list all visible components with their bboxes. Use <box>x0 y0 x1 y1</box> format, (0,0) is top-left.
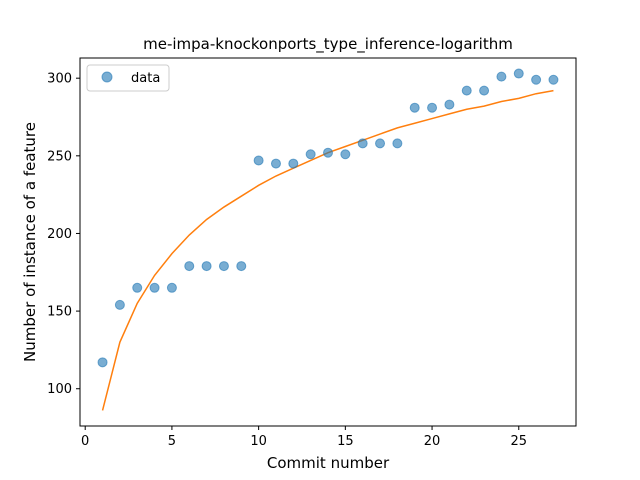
data-point <box>444 99 455 110</box>
y-tick-label: 100 <box>47 382 72 397</box>
data-point <box>496 71 507 82</box>
data-point <box>201 261 212 272</box>
data-point <box>409 102 420 113</box>
data-point <box>236 261 247 272</box>
legend-box <box>86 64 170 92</box>
x-tick-label: 15 <box>337 434 354 449</box>
y-tick-label: 300 <box>47 72 72 87</box>
y-tick-label: 250 <box>47 149 72 164</box>
data-point <box>114 299 125 310</box>
data-point <box>340 149 351 160</box>
x-tick-label: 0 <box>81 434 89 449</box>
chart-title: me-impa-knockonports_type_inference-loga… <box>143 35 513 54</box>
data-point <box>288 158 299 169</box>
data-point <box>305 149 316 160</box>
y-tick-label: 150 <box>47 305 72 320</box>
legend: data <box>86 64 170 92</box>
data-point <box>218 261 229 272</box>
data-point <box>375 138 386 149</box>
data-point <box>132 282 143 293</box>
data-point <box>184 261 195 272</box>
data-point <box>149 282 160 293</box>
y-tick-label: 200 <box>47 227 72 242</box>
data-point <box>513 68 524 79</box>
data-point <box>253 155 264 166</box>
x-axis-label: Commit number <box>267 454 390 472</box>
data-points-group <box>97 68 559 368</box>
data-point <box>461 85 472 96</box>
data-point <box>479 85 490 96</box>
data-point <box>166 282 177 293</box>
ticks-group: 0 5 10 15 20 25 100 150 200 250 300 <box>47 72 527 449</box>
data-point <box>357 138 368 149</box>
data-point <box>548 74 559 85</box>
plot-frame <box>79 57 577 427</box>
x-tick-label: 25 <box>510 434 527 449</box>
x-tick-label: 20 <box>424 434 441 449</box>
legend-label-data: data <box>131 71 160 86</box>
data-point <box>323 147 333 158</box>
legend-marker <box>101 71 113 83</box>
data-point <box>270 158 281 169</box>
x-tick-label: 10 <box>250 434 267 449</box>
x-tick-label: 5 <box>168 434 176 449</box>
y-axis-label: Number of instance of a feature <box>21 122 39 362</box>
data-point <box>531 74 542 85</box>
data-point <box>392 138 403 149</box>
data-point <box>97 357 108 368</box>
data-point <box>427 102 438 113</box>
